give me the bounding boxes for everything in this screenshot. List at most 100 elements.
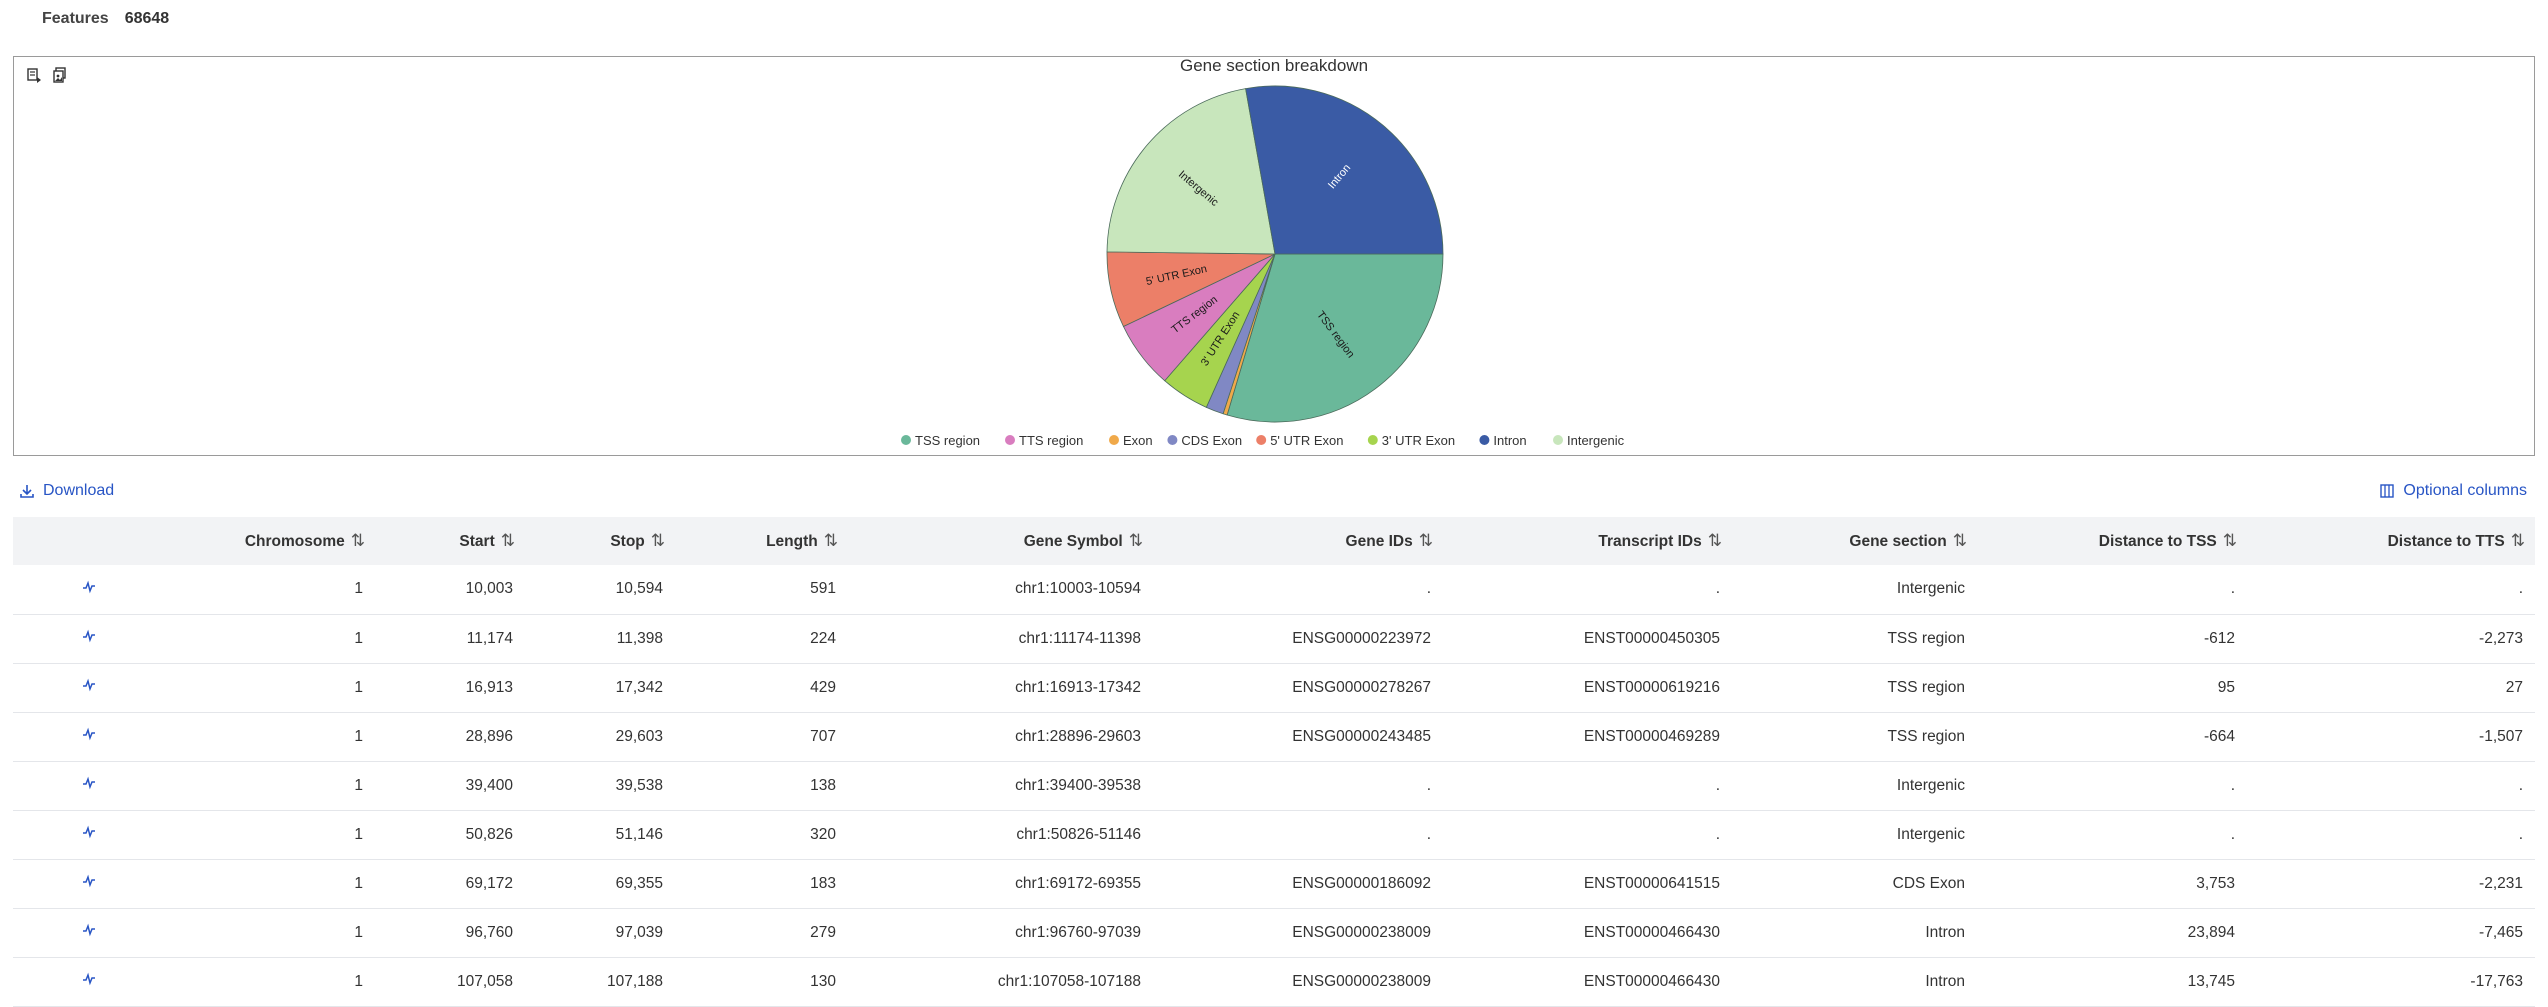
sort-icon[interactable]: ⇅: [1707, 531, 1722, 550]
pie-slice-intron[interactable]: [1245, 85, 1444, 255]
download-button[interactable]: Download: [19, 482, 114, 500]
table-row: 1 69,172 69,355 183 chr1:69172-69355 ENSG0000…: [13, 859, 2535, 908]
column-header-chromosome[interactable]: Chromosome ⇅: [165, 517, 375, 565]
table-row: 1 28,896 29,603 707 chr1:28896-29603 ENSG0000…: [13, 712, 2535, 761]
cell-gene-ids: .: [1426, 825, 1431, 843]
open-region-icon[interactable]: [82, 580, 96, 599]
sort-icon[interactable]: ⇅: [650, 531, 665, 550]
legend-item-exon[interactable]: Exon: [1109, 433, 1153, 448]
table-actions: Download Optional columns: [13, 478, 2535, 508]
cell-gene-symbol: chr1:107058-107188: [997, 972, 1141, 990]
cell-start: 11,174: [466, 629, 513, 647]
cell-gene-symbol: chr1:96760-97039: [1015, 923, 1141, 941]
legend-item-intron[interactable]: Intron: [1479, 433, 1527, 448]
open-region-icon[interactable]: [82, 972, 96, 991]
legend-swatch: [1479, 435, 1490, 445]
cell-start: 16,913: [465, 678, 513, 696]
legend-item-cds-exon[interactable]: CDS Exon: [1167, 433, 1242, 448]
column-header-label: Distance to TSS: [2098, 533, 2217, 550]
legend-label: Intergenic: [1567, 433, 1625, 448]
legend-swatch: [1256, 435, 1267, 445]
column-header-label: Gene IDs: [1345, 533, 1413, 550]
cell-gene-section: TSS region: [1887, 678, 1965, 696]
cell-distance-tss: 13,745: [2187, 972, 2235, 990]
column-header-length[interactable]: Length ⇅: [675, 517, 848, 565]
cell-length: 138: [810, 776, 836, 794]
legend-swatch: [1367, 435, 1378, 445]
cell-distance-tts: .: [2518, 825, 2523, 843]
download-label: Download: [43, 482, 115, 499]
legend-swatch: [1167, 435, 1178, 445]
cell-distance-tts: -7,465: [2479, 923, 2523, 941]
open-region-icon[interactable]: [82, 923, 96, 942]
cell-transcript-ids: ENST00000619216: [1583, 678, 1720, 696]
cell-start: 107,058: [456, 972, 513, 990]
open-region-icon[interactable]: [82, 825, 96, 844]
legend-label: 5' UTR Exon: [1270, 433, 1343, 448]
column-header-gene-section[interactable]: Gene section ⇅: [1732, 517, 1977, 565]
legend-item-intergenic[interactable]: Intergenic: [1553, 433, 1625, 448]
column-header-distance-tss[interactable]: Distance to TSS ⇅: [1977, 517, 2247, 565]
legend-item-5-utr-exon[interactable]: 5' UTR Exon: [1256, 433, 1343, 448]
pie-slice-tss-region[interactable]: [1226, 253, 1444, 423]
cell-distance-tts: .: [2518, 580, 2523, 598]
cell-distance-tts: -17,763: [2470, 972, 2523, 990]
expand-cell: [13, 614, 165, 663]
cell-gene-section: Intergenic: [1896, 580, 1965, 598]
table-row: 1 96,760 97,039 279 chr1:96760-97039 ENSG0000…: [13, 908, 2535, 957]
pie-slice-intergenic[interactable]: [1106, 88, 1276, 255]
sort-icon[interactable]: ⇅: [1952, 531, 1967, 550]
column-header-stop[interactable]: Stop ⇅: [525, 517, 675, 565]
cell-gene-symbol: chr1:16913-17342: [1015, 678, 1141, 696]
sort-icon[interactable]: ⇅: [1128, 531, 1143, 550]
legend-label: TSS region: [915, 433, 980, 448]
sort-icon[interactable]: ⇅: [500, 531, 515, 550]
cell-gene-section: Intron: [1925, 972, 1965, 990]
legend-item-3-utr-exon[interactable]: 3' UTR Exon: [1367, 433, 1455, 448]
cell-chromosome: 1: [354, 629, 363, 647]
copy-image-icon[interactable]: [52, 67, 68, 83]
sort-icon[interactable]: ⇅: [823, 531, 838, 550]
cell-gene-section: TSS region: [1887, 629, 1965, 647]
sort-icon[interactable]: ⇅: [2510, 531, 2525, 550]
column-header-gene-ids[interactable]: Gene IDs ⇅: [1153, 517, 1443, 565]
column-header-gene-symbol[interactable]: Gene Symbol ⇅: [848, 517, 1153, 565]
cell-distance-tts: 27: [2505, 678, 2523, 696]
sort-icon[interactable]: ⇅: [350, 531, 365, 550]
cell-gene-symbol: chr1:10003-10594: [1015, 580, 1141, 598]
expand-cell: [13, 761, 165, 810]
open-region-icon[interactable]: [82, 874, 96, 893]
cell-length: 707: [810, 727, 836, 745]
column-header-distance-tts[interactable]: Distance to TTS ⇅: [2247, 517, 2535, 565]
cell-transcript-ids: ENST00000466430: [1583, 923, 1720, 941]
legend-item-tts-region[interactable]: TTS region: [1005, 433, 1083, 448]
column-header-transcript-ids[interactable]: Transcript IDs ⇅: [1443, 517, 1732, 565]
features-summary: Features 68648: [42, 10, 169, 28]
table-header: Chromosome ⇅ Start ⇅ Stop ⇅ Length ⇅ Gene Symbol…: [13, 517, 2535, 565]
open-region-icon[interactable]: [82, 776, 96, 795]
legend-item-tss-region[interactable]: TSS region: [901, 433, 980, 448]
cell-transcript-ids: ENST00000466430: [1583, 972, 1720, 990]
cell-gene-section: Intergenic: [1896, 776, 1965, 794]
column-header-label: Chromosome: [244, 533, 345, 550]
cell-gene-section: Intergenic: [1896, 825, 1965, 843]
optional-columns-label: Optional columns: [2403, 482, 2527, 499]
optional-columns-button[interactable]: Optional columns: [2379, 482, 2527, 500]
export-data-icon[interactable]: [26, 67, 42, 83]
open-region-icon[interactable]: [82, 629, 96, 648]
cell-chromosome: 1: [354, 972, 363, 990]
cell-distance-tss: -664: [2203, 727, 2235, 745]
cell-gene-section: TSS region: [1887, 727, 1965, 745]
legend-swatch: [1553, 435, 1563, 445]
cell-gene-ids: ENSG00000186092: [1292, 874, 1431, 892]
column-header-label: Transcript IDs: [1598, 533, 1702, 550]
sort-icon[interactable]: ⇅: [1418, 531, 1433, 550]
open-region-icon[interactable]: [82, 727, 96, 746]
sort-icon[interactable]: ⇅: [2222, 531, 2237, 550]
open-region-icon[interactable]: [82, 678, 96, 697]
cell-gene-symbol: chr1:50826-51146: [1016, 825, 1141, 843]
features-table: Chromosome ⇅ Start ⇅ Stop ⇅ Length ⇅ Gene Symbol…: [13, 517, 2535, 1007]
cell-distance-tts: -1,507: [2479, 727, 2523, 745]
cell-chromosome: 1: [354, 874, 363, 892]
column-header-start[interactable]: Start ⇅: [375, 517, 525, 565]
